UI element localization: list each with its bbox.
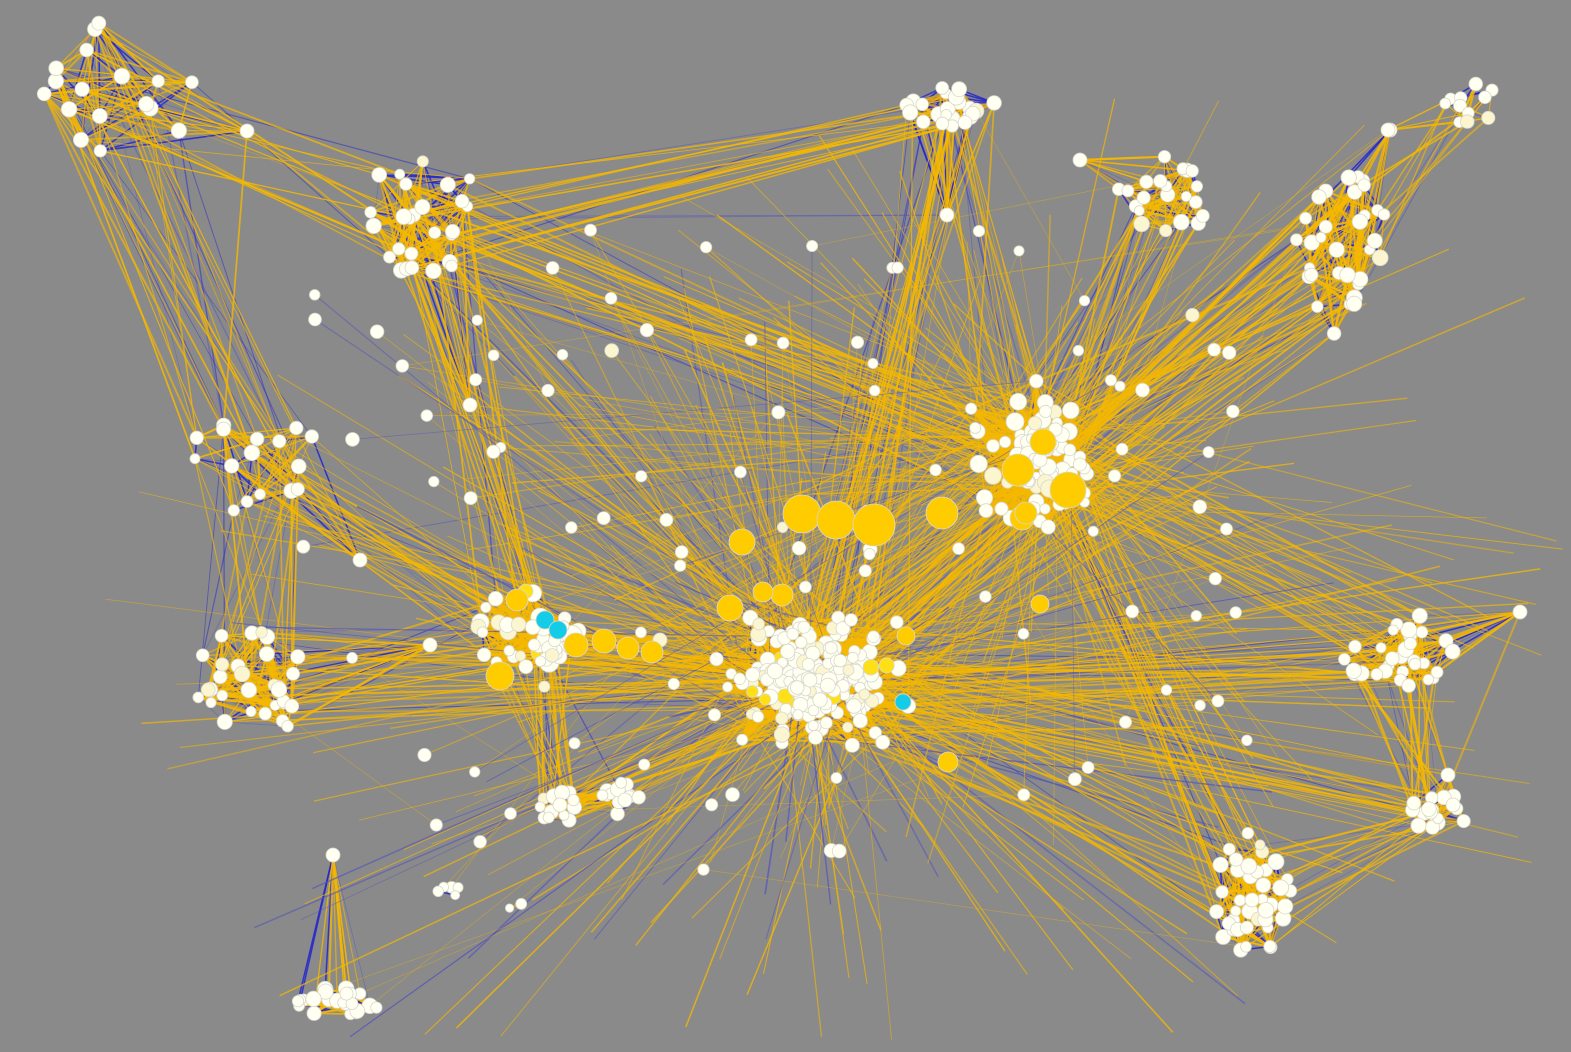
graph-edge bbox=[139, 491, 760, 639]
graph-edge bbox=[1348, 129, 1391, 179]
graph-edge bbox=[297, 854, 334, 1002]
graph-edge bbox=[94, 28, 193, 83]
graph-edge bbox=[1127, 156, 1165, 192]
graph-edge bbox=[85, 49, 101, 117]
graph-edge bbox=[43, 93, 102, 152]
graph-edge bbox=[1165, 196, 1187, 231]
graph-edge bbox=[303, 419, 1043, 548]
graph-edge bbox=[196, 437, 509, 632]
graph-edge bbox=[479, 430, 979, 843]
graph-edge bbox=[98, 22, 193, 84]
graph-edge bbox=[278, 440, 361, 561]
graph-edge bbox=[1079, 159, 1193, 172]
graph-edge bbox=[202, 644, 431, 656]
graph-edge bbox=[870, 666, 1239, 930]
graph-edge bbox=[1320, 129, 1391, 239]
graph-edge bbox=[1127, 190, 1167, 232]
graph-edge bbox=[378, 174, 472, 406]
graph-edge bbox=[945, 114, 948, 216]
graph-edge bbox=[1259, 822, 1438, 846]
graph-edge bbox=[202, 510, 235, 656]
graph-edge bbox=[874, 484, 1412, 639]
graph-edge bbox=[379, 174, 448, 186]
graph-edge bbox=[1419, 611, 1521, 617]
graph-edge bbox=[157, 80, 225, 426]
graph-edge bbox=[1079, 159, 1147, 183]
graph-edge bbox=[1165, 170, 1193, 231]
graph-edge bbox=[178, 130, 225, 426]
graph-edge bbox=[100, 150, 313, 437]
graph-edge bbox=[194, 458, 299, 467]
graph-edge bbox=[422, 161, 471, 406]
graph-edge bbox=[332, 854, 371, 1006]
graph-edge bbox=[55, 68, 225, 426]
graph-edge bbox=[68, 22, 100, 110]
graph-edge bbox=[220, 644, 431, 678]
graph-edge bbox=[224, 721, 288, 727]
graph-edge bbox=[191, 81, 390, 258]
graph-edge bbox=[1079, 155, 1165, 162]
graph-edge bbox=[55, 28, 96, 69]
graph-edge bbox=[409, 214, 948, 220]
graph-edge bbox=[1368, 129, 1391, 250]
graph-edge bbox=[859, 681, 1530, 785]
graph-edge bbox=[81, 88, 180, 132]
graph-edge bbox=[196, 427, 297, 439]
